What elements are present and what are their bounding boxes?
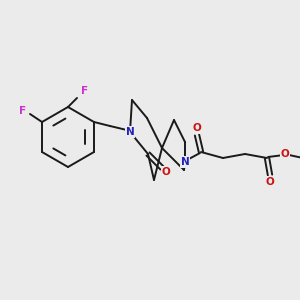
Text: N: N [181, 157, 189, 167]
Text: O: O [193, 123, 201, 133]
Text: O: O [266, 177, 274, 187]
Text: N: N [126, 127, 134, 137]
Text: F: F [81, 86, 88, 96]
Text: O: O [280, 149, 290, 159]
Text: O: O [162, 167, 170, 177]
Text: F: F [20, 106, 27, 116]
